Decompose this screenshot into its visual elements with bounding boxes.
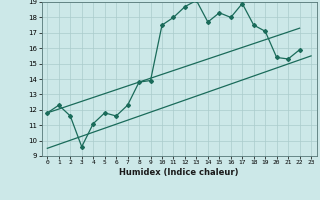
X-axis label: Humidex (Indice chaleur): Humidex (Indice chaleur) <box>119 168 239 177</box>
